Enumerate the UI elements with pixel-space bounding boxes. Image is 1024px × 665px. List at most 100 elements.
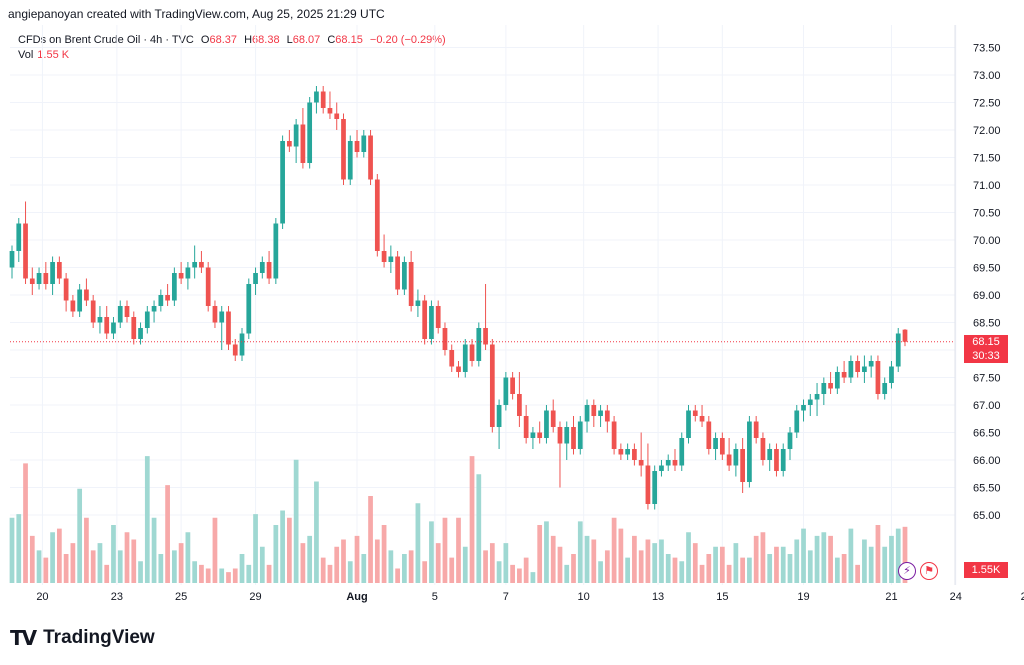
price-tick-label: 67.00 (973, 400, 1001, 412)
candle-body (794, 410, 800, 433)
bar-countdown: 30:33 (972, 349, 1000, 362)
volume-bar (16, 514, 22, 583)
price-tick-label: 70.50 (973, 208, 1001, 220)
candle-body (645, 465, 651, 504)
volume-bar (374, 539, 380, 583)
volume-label[interactable]: Vol (18, 49, 34, 61)
volume-bar (192, 561, 198, 583)
volume-bar (571, 554, 576, 583)
candle-body (618, 449, 624, 455)
candle-body (726, 454, 732, 466)
candle-body (483, 328, 488, 345)
candle-body (672, 460, 678, 466)
volume-value: 1.55 K (37, 49, 70, 61)
candle-body (320, 91, 326, 108)
volume-bar (686, 532, 691, 583)
candle-body (199, 262, 204, 268)
candle-body (774, 449, 779, 471)
volume-bar (259, 546, 265, 583)
candle-body (117, 306, 123, 323)
candle-body (523, 416, 529, 438)
volume-bar (23, 463, 28, 583)
price-tick-label: 66.50 (973, 428, 1001, 440)
candle-body (287, 141, 292, 147)
time-tick-label: 25 (175, 591, 187, 603)
open-label: O (200, 34, 210, 46)
volume-bar (199, 564, 204, 583)
candle-body (314, 91, 319, 103)
volume-bar (151, 517, 157, 583)
candle-body (544, 410, 549, 438)
price-chart[interactable]: 65.0065.5066.0066.5067.0067.5068.0068.50… (0, 25, 1024, 610)
candle-body (604, 410, 610, 422)
candle-body (70, 300, 76, 312)
low-value: 68.07 (292, 34, 321, 46)
candle-body (517, 394, 522, 416)
volume-bar (435, 543, 441, 583)
candle-body (388, 256, 394, 262)
close-label: C (327, 34, 336, 46)
candle-body (510, 377, 515, 394)
lightning-icon[interactable]: ⚡ (898, 562, 916, 580)
volume-bar (719, 546, 725, 583)
candle-body (334, 113, 340, 119)
volume-bar (632, 535, 637, 583)
candle-body (882, 383, 888, 394)
candle-body (395, 256, 400, 290)
candle-body (550, 410, 556, 427)
high-value: 68.38 (252, 34, 280, 46)
volume-bar (794, 539, 800, 583)
volume-bar (138, 561, 143, 583)
volume-bar (232, 568, 238, 583)
candle-body (807, 399, 813, 405)
volume-bar (503, 543, 509, 583)
volume-bar (862, 539, 867, 583)
candle-body (435, 306, 441, 328)
volume-bar (388, 550, 394, 583)
volume-bar (713, 546, 718, 583)
chart-caption: angiepanoyan created with TradingView.co… (8, 7, 385, 21)
candle-body (239, 333, 245, 356)
candle-body (449, 350, 455, 367)
volume-bar (598, 561, 603, 583)
volume-bar (131, 539, 137, 583)
candle-body (652, 471, 658, 504)
volume-bar (517, 568, 522, 583)
volume-bar (334, 546, 340, 583)
price-tick-label: 72.00 (973, 125, 1001, 137)
volume-bar (591, 539, 597, 583)
volume-bar (442, 517, 448, 583)
volume-bar (807, 550, 813, 583)
candle-body (84, 289, 89, 301)
volume-bar (523, 557, 529, 583)
candle-body (354, 141, 360, 152)
candle-body (368, 135, 373, 180)
volume-bar (117, 550, 123, 583)
volume-bar (557, 546, 563, 583)
candle-body (740, 449, 746, 482)
volume-bar (530, 572, 536, 583)
volume-bar (43, 557, 49, 583)
candle-body (801, 405, 806, 411)
volume-bar (104, 564, 110, 583)
volume-bar (327, 564, 333, 583)
volume-bar (855, 564, 861, 583)
ohlc-row: CFDs on Brent Crude Oil · 4h · TVC O 68.3… (18, 33, 446, 48)
candle-body (429, 306, 434, 339)
candle-body (787, 432, 793, 449)
us-flag-icon[interactable]: ⚑ (920, 562, 938, 580)
last-price-badge: 68.15 30:33 (964, 334, 1008, 363)
volume-bar (780, 546, 786, 583)
candle-body (875, 361, 881, 394)
tradingview-logo[interactable]: TV TradingView (10, 626, 155, 650)
volume-bar (415, 503, 421, 583)
symbol-title[interactable]: CFDs on Brent Crude Oil · 4h · TVC (18, 34, 194, 46)
candle-body (293, 124, 299, 147)
volume-bar (165, 485, 170, 583)
price-tick-label: 70.00 (973, 235, 1001, 247)
volume-bar (178, 543, 184, 583)
candle-body (577, 421, 583, 449)
volume-bar (429, 521, 434, 583)
candle-body (706, 421, 712, 449)
volume-bar (496, 561, 502, 583)
